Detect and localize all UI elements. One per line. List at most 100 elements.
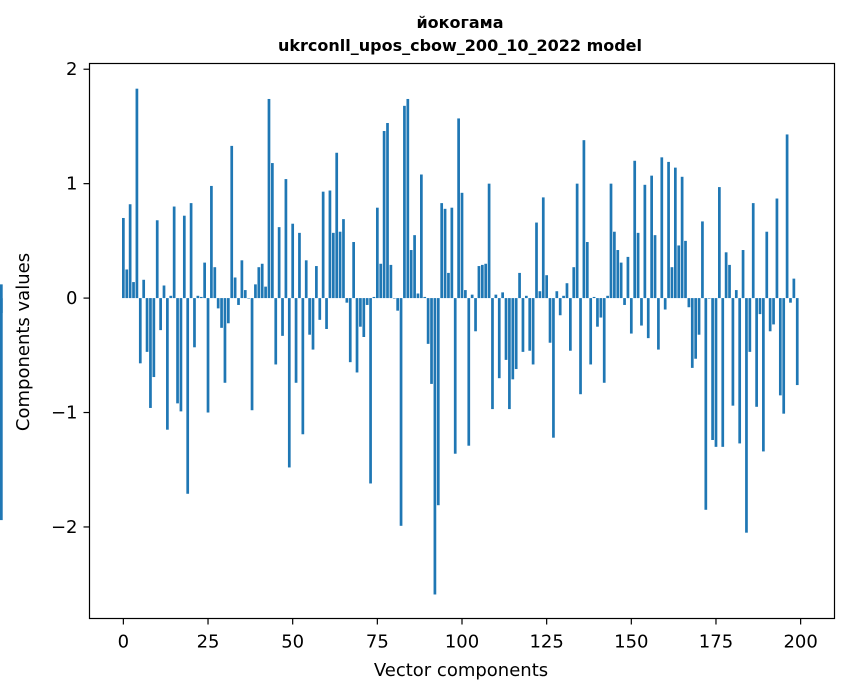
bar xyxy=(609,183,613,299)
bar xyxy=(734,290,738,299)
bar xyxy=(480,264,484,299)
bar xyxy=(413,235,416,299)
bar xyxy=(359,298,362,327)
bar xyxy=(684,240,687,299)
bar xyxy=(531,298,535,365)
bar xyxy=(535,222,538,299)
bar xyxy=(433,298,437,595)
bar xyxy=(548,298,552,343)
bar xyxy=(768,298,772,332)
bar xyxy=(711,298,714,440)
bar xyxy=(785,134,789,299)
bar xyxy=(541,197,545,299)
bar xyxy=(169,295,173,299)
bar xyxy=(792,278,796,299)
bar xyxy=(0,284,3,299)
bar xyxy=(193,298,196,348)
bar xyxy=(579,298,582,395)
bar xyxy=(555,291,559,299)
bar xyxy=(382,131,386,299)
bar xyxy=(467,298,471,446)
bar xyxy=(673,167,677,299)
bar xyxy=(213,267,217,299)
bar xyxy=(606,295,609,299)
bar xyxy=(125,269,129,299)
bar xyxy=(420,174,423,299)
bar xyxy=(369,298,372,484)
bar xyxy=(348,298,352,363)
y-tick-label: −1 xyxy=(51,403,78,424)
bar xyxy=(538,291,542,299)
x-tick-label: 150 xyxy=(614,632,648,653)
bar xyxy=(135,88,139,299)
bar xyxy=(491,298,494,410)
bar xyxy=(738,298,742,444)
bar xyxy=(721,298,725,447)
bar xyxy=(718,187,721,299)
bar xyxy=(585,242,589,299)
bar xyxy=(677,245,681,299)
bar xyxy=(772,298,775,325)
bar xyxy=(518,272,521,299)
bar xyxy=(521,298,525,352)
y-tick-label: 2 xyxy=(66,59,77,80)
bar xyxy=(778,298,782,396)
bar xyxy=(755,298,758,407)
bar xyxy=(321,191,325,299)
bar xyxy=(159,298,162,331)
bar xyxy=(728,264,731,299)
bar xyxy=(247,298,251,299)
bar xyxy=(660,157,664,299)
bar xyxy=(206,298,210,413)
bar xyxy=(762,298,765,452)
bar xyxy=(453,298,457,454)
bar xyxy=(602,298,606,383)
bar xyxy=(450,207,454,299)
x-tick-label: 200 xyxy=(783,632,817,653)
bar xyxy=(277,227,281,299)
plot-area-frame xyxy=(88,62,836,620)
bar xyxy=(186,298,190,494)
bar xyxy=(572,267,576,299)
bar xyxy=(782,298,786,414)
bar xyxy=(254,284,257,299)
bar xyxy=(328,190,332,299)
bar xyxy=(633,160,637,299)
bar xyxy=(162,285,166,299)
bar xyxy=(291,223,295,299)
bar xyxy=(657,298,660,350)
bar xyxy=(396,298,400,311)
bar xyxy=(795,298,799,386)
bar xyxy=(775,198,779,299)
y-tick-label: 0 xyxy=(66,288,77,309)
bar xyxy=(196,295,200,299)
bar xyxy=(524,295,528,299)
bar xyxy=(789,298,792,303)
bar xyxy=(589,298,593,365)
bar xyxy=(318,298,322,320)
bar xyxy=(501,292,504,299)
bar xyxy=(687,298,691,308)
bar xyxy=(216,298,220,309)
y-tick-label: 1 xyxy=(66,174,77,195)
chart-subtitle: ukrconll_upos_cbow_200_10_2022 model xyxy=(278,36,642,55)
bar xyxy=(619,262,623,299)
bar xyxy=(203,262,206,299)
bar xyxy=(132,282,135,299)
bar xyxy=(447,272,450,299)
bar xyxy=(176,298,179,404)
bar xyxy=(616,250,620,299)
bar xyxy=(724,252,728,299)
bar xyxy=(308,298,311,335)
bar xyxy=(528,298,532,351)
y-axis-ticks: 2 1 0 −1 −2 xyxy=(51,59,90,538)
bar xyxy=(389,264,393,299)
bar xyxy=(599,298,603,318)
bar xyxy=(138,298,142,364)
bar xyxy=(636,232,640,299)
bar xyxy=(226,298,230,324)
x-tick-label: 75 xyxy=(366,632,389,653)
bar xyxy=(338,231,342,299)
